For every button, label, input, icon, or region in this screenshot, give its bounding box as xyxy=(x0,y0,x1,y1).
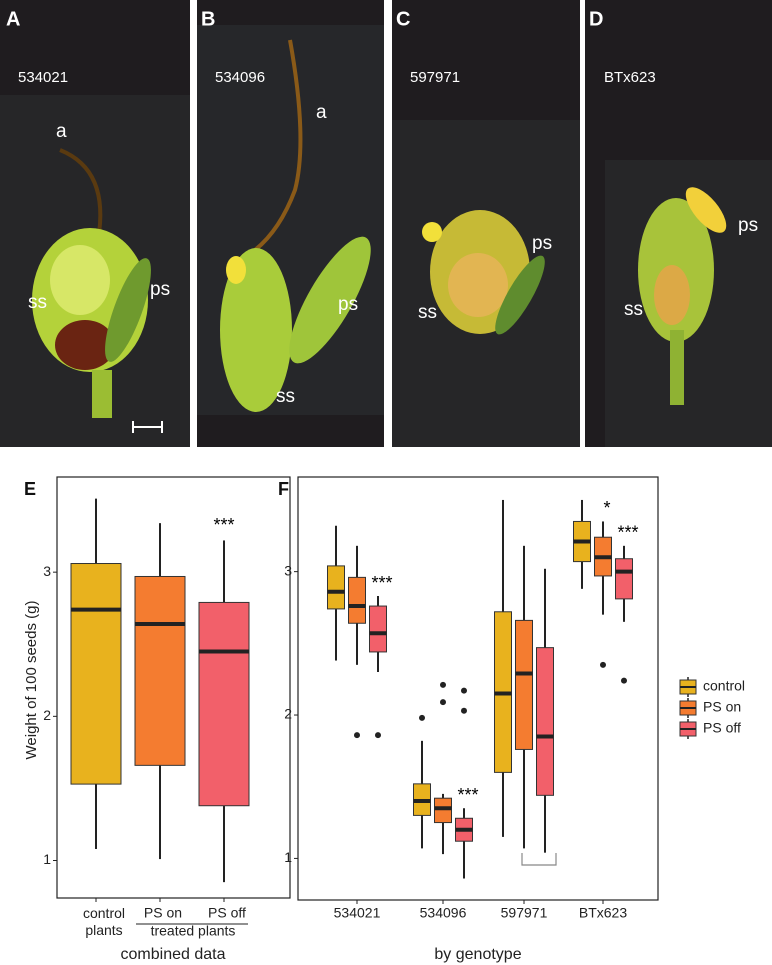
outlier xyxy=(354,732,360,739)
part-label: ps xyxy=(150,279,170,300)
comparison-bracket xyxy=(521,853,557,866)
panel-letter: B xyxy=(201,8,215,30)
panel-letter: C xyxy=(396,8,410,30)
box xyxy=(198,601,250,807)
outlier xyxy=(461,707,467,714)
box xyxy=(369,605,387,653)
panel-letter: A xyxy=(6,8,20,30)
photo-panel-b: B 534096 a ps ss xyxy=(197,0,384,447)
part-label: ss xyxy=(28,292,47,313)
x-tick-label: BTx623 xyxy=(579,905,627,921)
box xyxy=(70,563,122,785)
part-label: ss xyxy=(418,302,437,323)
part-label: a xyxy=(56,121,67,142)
x-axis-label: combined data xyxy=(121,946,226,963)
outlier xyxy=(621,677,627,684)
outlier xyxy=(440,681,446,688)
plot-frame xyxy=(56,476,291,899)
x-tick-label: control plants xyxy=(83,905,125,938)
x-tick-label: 534021 xyxy=(334,905,381,921)
outlier xyxy=(419,714,425,721)
photo-panel-a: A 534021 a ss ps xyxy=(0,0,190,447)
outlier xyxy=(440,699,446,706)
plot-frame xyxy=(297,476,659,901)
box xyxy=(434,797,452,824)
panel-letter: F xyxy=(278,479,289,499)
legend-label: control xyxy=(703,678,745,694)
x-tick-label: PS on xyxy=(144,905,182,921)
box xyxy=(348,576,366,624)
genotype-label: 597971 xyxy=(410,69,460,86)
genotype-label: 534021 xyxy=(18,69,68,86)
y-tick-label: 2 xyxy=(43,707,51,723)
y-tick-label: 1 xyxy=(43,851,51,867)
y-tick-label: 2 xyxy=(284,706,292,722)
box xyxy=(536,647,554,796)
outlier xyxy=(600,661,606,668)
outlier xyxy=(461,687,467,694)
significance: *** xyxy=(213,515,234,535)
x-tick-label: PS off xyxy=(208,905,246,921)
box xyxy=(327,565,345,610)
part-label: ss xyxy=(624,299,643,320)
part-label: ps xyxy=(338,294,358,315)
box xyxy=(515,619,533,750)
genotype-label: BTx623 xyxy=(604,69,656,86)
y-tick-label: 3 xyxy=(43,563,51,579)
box xyxy=(615,558,633,600)
x-tick-label: 597971 xyxy=(501,905,548,921)
panel-letter: E xyxy=(24,479,36,499)
x-axis-label: by genotype xyxy=(434,946,521,963)
significance: *** xyxy=(457,785,478,805)
photo-panel-d: D BTx623 ps ss xyxy=(585,0,772,447)
outlier xyxy=(375,732,381,739)
significance: *** xyxy=(617,523,638,543)
panel-letter: D xyxy=(589,8,603,30)
y-axis-label: Weight of 100 seeds (g) xyxy=(23,601,40,760)
photo-panel-c: C 597971 ps ss xyxy=(392,0,580,447)
significance: * xyxy=(603,498,610,518)
part-label: a xyxy=(316,102,327,123)
x-tick-label: 534096 xyxy=(420,905,467,921)
legend-label: PS on xyxy=(703,699,741,715)
legend-label: PS off xyxy=(703,720,741,736)
group-label: treated plants xyxy=(151,923,236,939)
box xyxy=(134,575,186,766)
significance: *** xyxy=(371,573,392,593)
part-label: ps xyxy=(532,233,552,254)
y-tick-label: 1 xyxy=(284,849,292,865)
part-label: ss xyxy=(276,386,295,407)
genotype-label: 534096 xyxy=(215,69,265,86)
part-label: ps xyxy=(738,215,758,236)
y-tick-label: 3 xyxy=(284,562,292,578)
